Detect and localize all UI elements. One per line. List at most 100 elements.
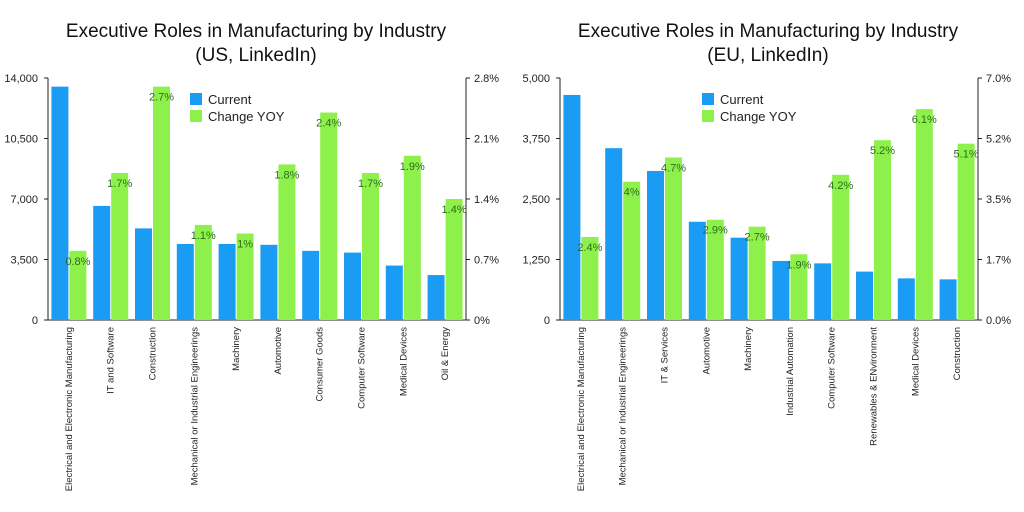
right-tick-label-us: 0.7%	[474, 255, 499, 267]
legend-swatch-eu-0	[702, 93, 714, 105]
bar-change-us-9	[445, 199, 463, 320]
chart-title-us-line1: Executive Roles in Manufacturing by Indu…	[65, 21, 447, 42]
right-tick-label-us: 0%	[474, 315, 490, 327]
bar-current-us-5	[260, 244, 278, 320]
data-label-change-us-6: 2.4%	[316, 118, 341, 130]
category-label-us-2: Construction	[148, 327, 159, 380]
chart-panel-us: Executive Roles in Manufacturing by Indu…	[0, 20, 512, 491]
legend-label-eu-1: Change YOY	[720, 109, 797, 124]
category-label-us-7: Computer Software	[357, 327, 368, 409]
right-tick-label-eu: 5.2%	[986, 134, 1011, 146]
category-label-eu-8: Medical Devices	[910, 327, 921, 396]
chart-title-eu-line2: (EU, LinkedIn)	[707, 45, 829, 66]
bar-change-eu-1	[623, 181, 641, 320]
left-tick-label-us: 3,500	[10, 255, 38, 267]
chart-title-us: Executive Roles in Manufacturing by Indu…	[0, 20, 512, 68]
bar-change-eu-0	[581, 237, 599, 320]
bar-current-eu-9	[939, 279, 957, 320]
data-label-change-us-7: 1.7%	[358, 178, 383, 190]
data-label-change-eu-3: 2.9%	[703, 225, 728, 237]
data-label-change-us-1: 1.7%	[107, 178, 132, 190]
data-label-change-eu-0: 2.4%	[577, 242, 602, 254]
category-label-eu-9: Construction	[952, 327, 963, 380]
bar-current-eu-8	[897, 278, 915, 320]
left-tick-label-eu: 1,250	[522, 255, 550, 267]
bar-current-eu-1	[605, 148, 623, 320]
category-label-us-5: Automotive	[273, 327, 284, 375]
legend-label-eu-0: Current	[720, 92, 764, 107]
bar-change-eu-6	[832, 174, 850, 320]
chart-us: 0 3,500 7,000 10,500 14,000 0% 0.7% 1.4% 2.1% 2.8…	[4, 73, 499, 491]
data-label-change-us-0: 0.8%	[65, 256, 90, 268]
data-label-change-us-3: 1.1%	[191, 230, 216, 242]
data-label-change-us-8: 1.9%	[400, 161, 425, 173]
data-label-change-eu-7: 5.2%	[870, 145, 895, 157]
bar-change-us-7	[362, 173, 379, 320]
chart-panel-eu: Executive Roles in Manufacturing by Indu…	[512, 0, 1024, 512]
chart-eu: 0 1,250 2,500 3,750 5,000 0.0% 1.7% 3.5% 5.2% 7.0…	[522, 73, 1011, 491]
legend-label-us-1: Change YOY	[208, 109, 285, 124]
bar-current-us-0	[51, 86, 69, 321]
bar-current-us-8	[385, 265, 403, 320]
bar-change-eu-3	[706, 219, 724, 320]
right-tick-label-us: 1.4%	[474, 194, 499, 206]
bar-change-us-3	[194, 224, 212, 320]
left-tick-label-us: 0	[32, 315, 38, 327]
category-label-us-4: Machinery	[231, 327, 242, 371]
category-label-eu-4: Machinery	[743, 327, 754, 371]
category-label-us-0: Electrical and Electronic Manufacturing	[64, 327, 75, 491]
chart-title-us-line2: (US, LinkedIn)	[195, 45, 317, 66]
bar-change-us-5	[278, 164, 296, 320]
legend-swatch-us-1	[190, 110, 202, 122]
bar-change-us-6	[320, 112, 338, 320]
category-label-us-9: Oil & Energy	[440, 327, 451, 381]
category-label-eu-5: Industrial Automation	[785, 327, 796, 416]
chart-title-eu-line1: Executive Roles in Manufacturing by Indu…	[577, 21, 959, 42]
legend-swatch-us-0	[190, 93, 202, 105]
right-tick-label-eu: 0.0%	[986, 315, 1011, 327]
data-label-change-us-5: 1.8%	[274, 169, 299, 181]
category-label-us-8: Medical Devices	[398, 327, 409, 396]
bar-current-us-7	[344, 252, 361, 320]
right-tick-label-eu: 3.5%	[986, 194, 1011, 206]
data-label-change-eu-6: 4.2%	[828, 180, 853, 192]
bar-current-eu-0	[563, 94, 581, 320]
bar-current-us-4	[218, 243, 236, 320]
category-label-eu-2: IT & Services	[660, 327, 671, 384]
data-label-change-eu-1: 4%	[624, 187, 640, 199]
right-tick-label-eu: 1.7%	[986, 255, 1011, 267]
data-label-change-us-2: 2.7%	[149, 92, 174, 104]
bar-change-eu-9	[957, 143, 975, 320]
bar-change-eu-8	[915, 109, 933, 320]
bar-current-us-3	[176, 243, 194, 320]
category-label-eu-6: Computer Software	[827, 327, 838, 409]
bar-change-eu-4	[748, 226, 766, 320]
data-label-change-us-9: 1.4%	[442, 204, 467, 216]
bar-change-us-1	[111, 173, 129, 320]
bar-current-eu-4	[730, 237, 748, 320]
bar-change-eu-5	[790, 254, 808, 320]
data-label-change-us-4: 1%	[237, 239, 253, 251]
left-tick-label-us: 7,000	[10, 194, 38, 206]
right-tick-label-us: 2.8%	[474, 73, 499, 85]
bar-change-us-4	[236, 233, 254, 320]
data-label-change-eu-8: 6.1%	[912, 114, 937, 126]
category-label-eu-3: Automotive	[701, 327, 712, 375]
bar-current-eu-2	[647, 170, 664, 320]
category-label-us-1: IT and Software	[106, 327, 117, 394]
legend-swatch-eu-1	[702, 110, 714, 122]
bar-current-us-2	[135, 228, 152, 320]
left-tick-label-eu: 2,500	[522, 194, 550, 206]
bar-change-eu-7	[874, 140, 891, 320]
bar-current-us-1	[93, 205, 111, 320]
bar-current-eu-6	[814, 263, 832, 320]
category-label-us-6: Consumer Goods	[315, 327, 326, 402]
legend-label-us-0: Current	[208, 92, 252, 107]
bar-current-eu-3	[688, 221, 706, 320]
left-tick-label-us: 10,500	[4, 134, 38, 146]
bar-change-eu-2	[665, 157, 682, 320]
chart-title-eu: Executive Roles in Manufacturing by Indu…	[512, 20, 1024, 68]
bar-current-us-9	[427, 275, 445, 320]
data-label-change-eu-2: 4.7%	[661, 163, 686, 175]
